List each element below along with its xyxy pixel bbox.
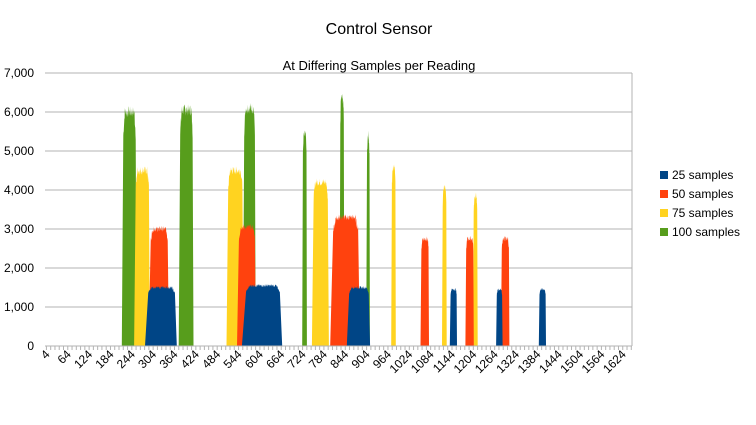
- x-tick-label: 64: [55, 347, 75, 367]
- x-tick-label: 664: [263, 347, 287, 371]
- legend: 25 samples 50 samples 75 samples 100 sample…: [660, 168, 740, 239]
- x-tick-label: 724: [285, 347, 309, 371]
- x-tick-label: 1624: [600, 347, 629, 376]
- burst: [420, 236, 429, 346]
- burst: [134, 166, 150, 346]
- burst: [346, 286, 371, 346]
- burst: [178, 104, 194, 346]
- x-tick-label: 244: [114, 347, 138, 371]
- y-tick-label: 3,000: [4, 222, 34, 236]
- y-tick-label: 7,000: [4, 66, 34, 80]
- legend-label: 100 samples: [672, 225, 740, 239]
- burst: [302, 130, 307, 346]
- x-tick-label: 1144: [430, 347, 458, 375]
- x-tick-label: 484: [199, 347, 223, 371]
- burst: [500, 236, 510, 346]
- legend-swatch: [660, 190, 668, 198]
- legend-swatch: [660, 228, 668, 236]
- legend-label: 50 samples: [672, 187, 733, 201]
- x-tick-label: 844: [327, 347, 351, 371]
- x-tick-label: 784: [306, 347, 330, 371]
- x-tick-label: 364: [157, 347, 181, 371]
- burst: [496, 288, 503, 346]
- legend-item: 25 samples: [660, 168, 733, 182]
- x-tick-label: 184: [93, 347, 117, 371]
- burst: [145, 286, 177, 346]
- burst: [538, 288, 546, 346]
- legend-swatch: [660, 171, 668, 179]
- y-tick-label: 1,000: [4, 300, 34, 314]
- burst: [241, 284, 283, 346]
- legend-label: 75 samples: [672, 206, 733, 220]
- legend-item: 50 samples: [660, 187, 733, 201]
- x-tick-label: 424: [178, 347, 202, 371]
- burst: [391, 164, 396, 346]
- burst: [465, 236, 474, 346]
- y-tick-label: 2,000: [4, 261, 34, 275]
- x-tick-label: 604: [242, 347, 266, 371]
- burst: [311, 178, 329, 346]
- chart-title: Control Sensor: [326, 21, 433, 38]
- series-75-samples: [134, 164, 478, 346]
- x-tick-label: 904: [349, 347, 373, 371]
- burst: [449, 288, 457, 346]
- burst: [442, 184, 447, 346]
- y-tick-label: 5,000: [4, 144, 34, 158]
- plot-area: [121, 93, 546, 346]
- burst: [473, 192, 478, 346]
- legend-item: 100 samples: [660, 225, 740, 239]
- y-tick-label: 4,000: [4, 183, 34, 197]
- legend-item: 75 samples: [660, 206, 733, 220]
- chart-subtitle: At Differing Samples per Reading: [283, 58, 476, 73]
- x-tick-label: 124: [71, 347, 95, 371]
- x-tick-label: 304: [135, 347, 159, 371]
- legend-swatch: [660, 209, 668, 217]
- burst: [121, 106, 137, 346]
- legend-label: 25 samples: [672, 168, 733, 182]
- y-tick-label: 6,000: [4, 105, 34, 119]
- x-tick-label: 544: [221, 347, 245, 371]
- y-tick-label: 0: [27, 339, 34, 353]
- series-25-samples: [145, 284, 546, 346]
